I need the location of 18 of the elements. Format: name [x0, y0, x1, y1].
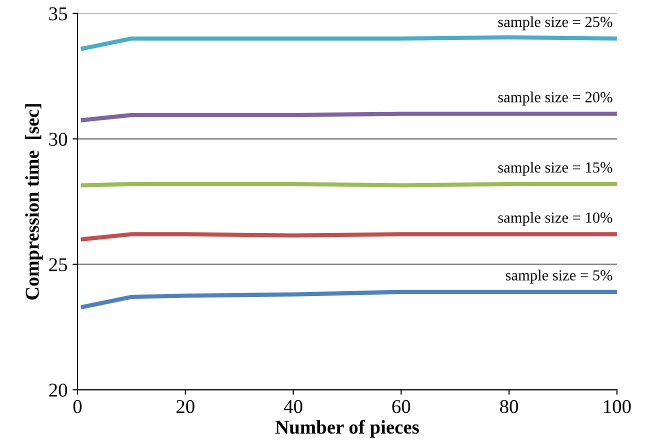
y-tick-label: 35 — [49, 7, 68, 20]
x-axis-title: Number of pieces — [275, 420, 419, 438]
series-label: sample size = 20% — [498, 92, 612, 106]
x-tick-label: 20 — [176, 400, 194, 414]
x-tick-label: 0 — [73, 400, 82, 414]
x-tick-label: 100 — [604, 400, 631, 414]
y-tick-label: 20 — [49, 384, 68, 397]
x-tick-label: 40 — [284, 400, 302, 414]
y-tick-label: 25 — [49, 258, 68, 272]
line-series — [80, 290, 617, 310]
series-label: sample size = 5% — [506, 270, 612, 284]
y-axis-title: Compression time [sec] — [25, 104, 43, 300]
series-label: sample size = 10% — [498, 212, 612, 226]
series-label: sample size = 15% — [498, 162, 612, 176]
x-tick-label: 80 — [500, 400, 518, 414]
x-tick-label: 60 — [392, 400, 410, 414]
y-tick-label: 30 — [49, 132, 68, 146]
series-label: sample size = 25% — [498, 16, 612, 30]
